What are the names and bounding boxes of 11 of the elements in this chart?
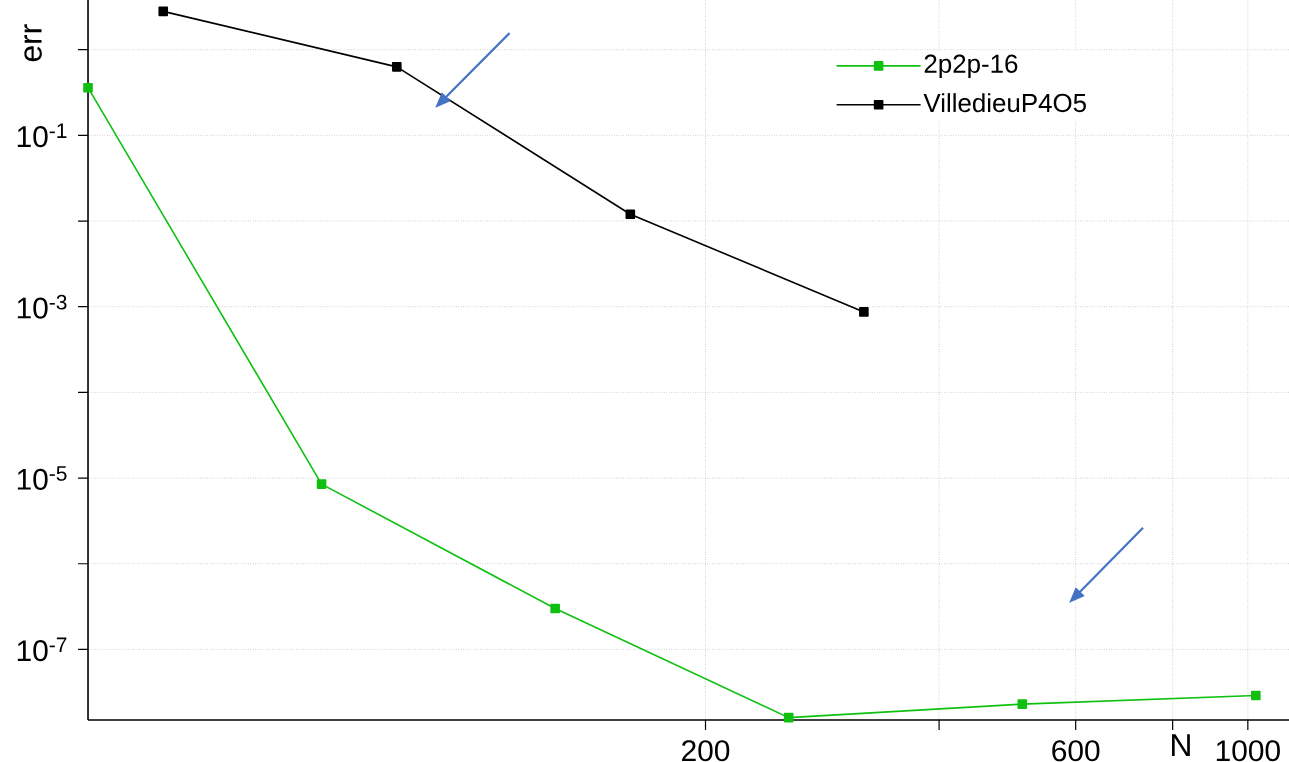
legend-label: 2p2p-16 (924, 54, 1018, 79)
y-tick-label: 10$^{-1}$ (17, 123, 67, 148)
x-tick-label: 600 (1052, 740, 1100, 762)
y-tick-label: 10$^{-5}$ (17, 466, 67, 490)
y-axis-title: err (24, 24, 42, 62)
y-tick-label: 10$^{-3}$ (17, 294, 67, 319)
x-axis-title: N (1172, 734, 1190, 757)
x-tick-label: 1000 (1216, 740, 1280, 762)
legend-label: VilledieuP4O5 (923, 93, 1086, 113)
x-tick-label: 200 (682, 740, 730, 762)
y-tick-label: 10$^{-7}$ (17, 637, 67, 662)
